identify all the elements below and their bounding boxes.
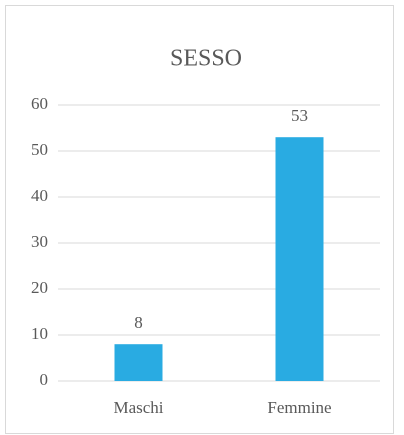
data-label: 53 (291, 106, 308, 125)
y-tick-label: 60 (31, 94, 48, 113)
chart-title: SESSO (170, 46, 242, 72)
bar (114, 344, 163, 381)
x-tick-label: Maschi (113, 398, 163, 417)
data-label: 8 (134, 313, 143, 332)
y-tick-label: 30 (31, 232, 48, 251)
y-tick-label: 40 (31, 186, 48, 205)
y-tick-label: 20 (31, 278, 48, 297)
x-tick-label: Femmine (267, 398, 331, 417)
y-tick-label: 10 (31, 324, 48, 343)
y-tick-label: 50 (31, 140, 48, 159)
bar (275, 137, 324, 381)
y-tick-label: 0 (40, 370, 49, 389)
chart-border (5, 5, 394, 434)
